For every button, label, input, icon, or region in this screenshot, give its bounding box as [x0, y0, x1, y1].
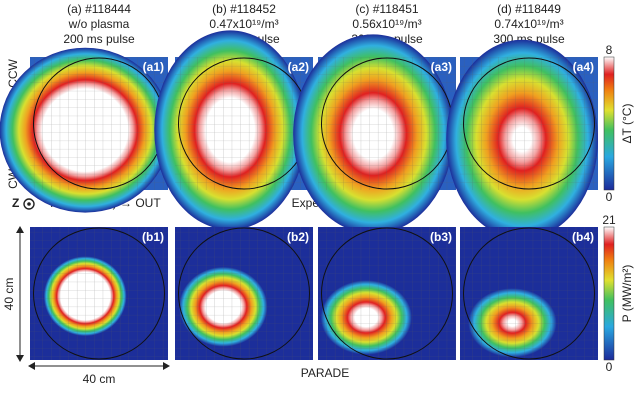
column-header: (d) #118449	[497, 2, 561, 16]
column-header: w/o plasma	[68, 17, 130, 31]
row-label: PARADE	[301, 366, 349, 380]
column-header: (b) #118452	[212, 2, 276, 16]
colorbar-label: P (MW/m²)	[620, 265, 634, 323]
panel-label: (a4)	[573, 60, 594, 74]
panel-label: (b3)	[430, 230, 452, 244]
column-header: 0.56x10¹⁹/m³	[352, 17, 421, 31]
z-symbol	[27, 202, 31, 206]
grid-overlay	[318, 57, 456, 190]
grid-overlay	[175, 57, 313, 190]
scale-label: 40 cm	[2, 278, 16, 311]
panel-label: (b2)	[287, 230, 309, 244]
column-header: 0.47x10¹⁹/m³	[209, 17, 278, 31]
colorbar	[604, 227, 614, 360]
grid-overlay	[460, 227, 598, 360]
grid-overlay	[30, 57, 168, 190]
panel-label: (a2)	[288, 60, 309, 74]
colorbar-tick-label: 0	[606, 360, 613, 374]
axis-label: Z	[12, 196, 19, 210]
panel-label: (b4)	[572, 230, 594, 244]
grid-overlay	[460, 57, 598, 190]
grid-overlay	[30, 227, 168, 360]
column-header: (c) #118451	[355, 2, 418, 16]
panel-label: (a3)	[431, 60, 452, 74]
scale-label: 40 cm	[83, 372, 116, 386]
colorbar-tick-label: 8	[606, 43, 613, 57]
column-header: 200 ms pulse	[63, 32, 135, 46]
panel-label: (b1)	[142, 230, 164, 244]
panel-label: (a1)	[143, 60, 164, 74]
colorbar-tick-label: 0	[606, 190, 613, 204]
grid-overlay	[318, 227, 456, 360]
figure: Experiments PARADE CW ← Tor (cm) → CCW Z…	[0, 0, 642, 388]
colorbar-label: ΔT (°C)	[620, 104, 634, 144]
column-header: 0.74x10¹⁹/m³	[494, 17, 563, 31]
colorbar-tick-label: 21	[602, 213, 616, 227]
colorbar	[604, 57, 614, 190]
grid-overlay	[175, 227, 313, 360]
column-header: (a) #118444	[67, 2, 131, 16]
